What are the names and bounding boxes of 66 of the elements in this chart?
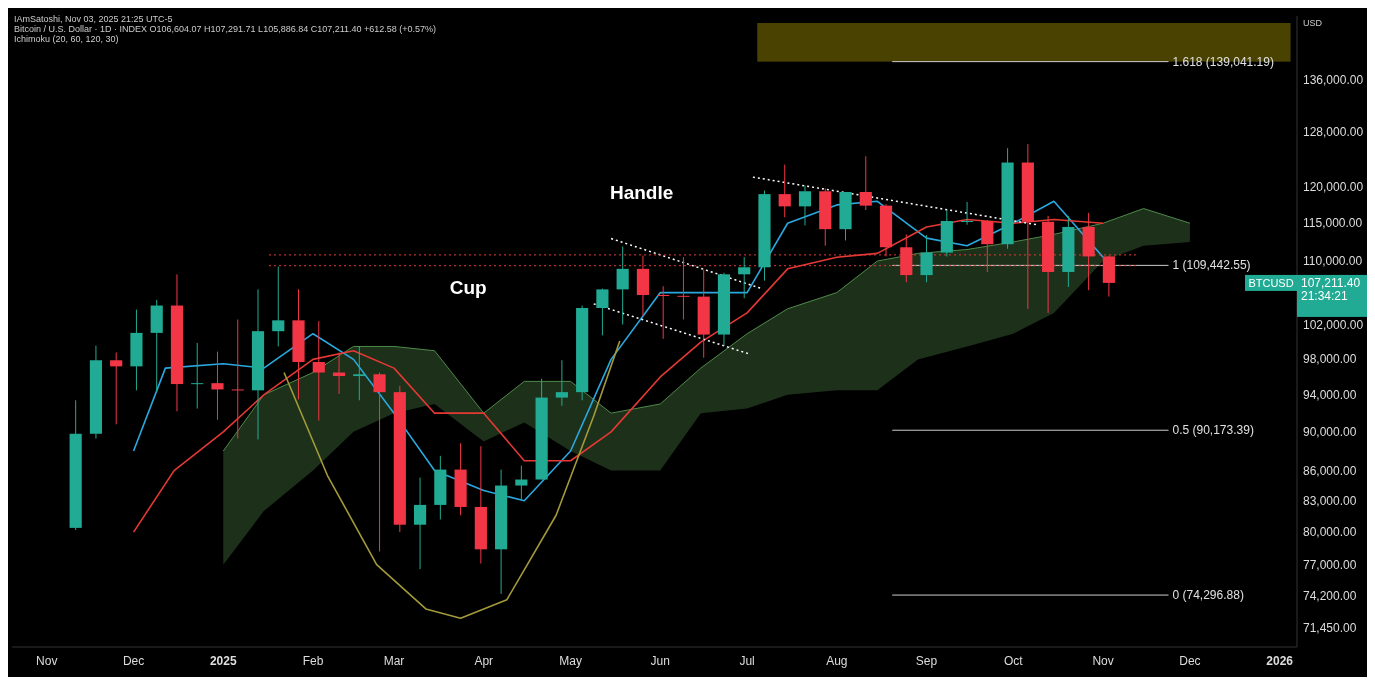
candlestick [960,201,974,226]
candlestick [272,266,285,347]
y-tick-label: 115,000.00 [1303,216,1363,231]
candlestick [778,164,791,218]
y-tick-label: 77,000.00 [1303,557,1357,572]
line-series [283,340,621,620]
y-tick-label: 86,000.00 [1303,463,1357,478]
text: 21:34:21 [1301,288,1349,303]
x-tick-label: Apr [474,654,494,668]
candlestick [353,345,366,401]
x-tick-label: Jun [650,654,670,668]
y-tick-label: 71,450.00 [1303,621,1357,636]
candlestick [677,256,690,321]
x-tick-label: Mar [383,654,405,668]
x-tick-label: 2026 [1266,654,1294,668]
y-tick-label: 74,200.00 [1303,589,1357,604]
x-tick-label: Jul [739,654,755,668]
x-tick-label: Aug [826,654,848,668]
candlestick [920,234,933,283]
y-tick-label: 110,000.00 [1303,254,1363,269]
y-tick-label: 102,000.00 [1303,318,1364,333]
y-tick-label: 94,000.00 [1303,387,1357,402]
candlestick [859,155,872,211]
candlestick [312,320,325,422]
x-tick-label: May [559,654,582,668]
y-tick-label: 98,000.00 [1303,352,1357,367]
candlestick [555,359,568,407]
candlestick [211,351,224,421]
x-tick-label: Feb [302,654,324,668]
candlestick [798,185,812,226]
chart-title: IAmSatoshi, Nov 03, 2025 21:25 UTC-5 [14,14,173,24]
text: Bitcoin / U.S. Dollar · 1D · INDEX O106,604.07 H107,291.71 L105,886.84 C107,211.40 +612.58 (+0.57%) [14,24,437,34]
annotation: Handle [609,181,674,203]
annotation: Ichimoku (20, 60, 120, 30) [14,34,119,44]
candlestick [738,256,751,299]
candlestick [110,351,123,425]
candlestick [515,465,528,502]
ref-line-label: 1.618 (139,041.19) [1172,54,1274,69]
ref-line-label: 1 (109,442.55) [1172,258,1251,273]
ref-line-label: 0 (74,296.88) [1172,588,1244,603]
candlestick [616,245,629,325]
candlestick [596,288,609,336]
x-tick-label: Nov [36,654,58,668]
y-tick-label: 136,000.00 [1303,73,1364,88]
y-tick-label: 80,000.00 [1303,525,1357,540]
ref-line-label: 0.5 (90,173.39) [1172,423,1254,438]
candlestick [191,342,204,410]
text: USD [1303,18,1323,28]
x-tick-label: Nov [1092,654,1114,668]
x-tick-label: Dec [122,654,145,668]
x-tick-label: Oct [1004,654,1024,668]
candlestick [231,319,244,440]
annotation: Cup [449,276,487,298]
y-tick-label: 90,000.00 [1303,424,1357,439]
y-tick-label: 83,000.00 [1303,493,1357,508]
candlestick [657,285,670,340]
x-tick-label: 2025 [209,654,237,668]
annotation: BTCUSD [1248,276,1294,289]
candlestick [373,372,386,552]
candlestick [981,219,994,273]
candlestick [414,477,427,570]
x-tick-label: Sep [915,654,938,668]
y-tick-label: 120,000.00 [1303,180,1364,194]
text: 107,211.40 [1301,275,1361,290]
y-tick-label: 128,000.00 [1303,125,1364,140]
x-tick-label: Dec [1179,654,1201,668]
